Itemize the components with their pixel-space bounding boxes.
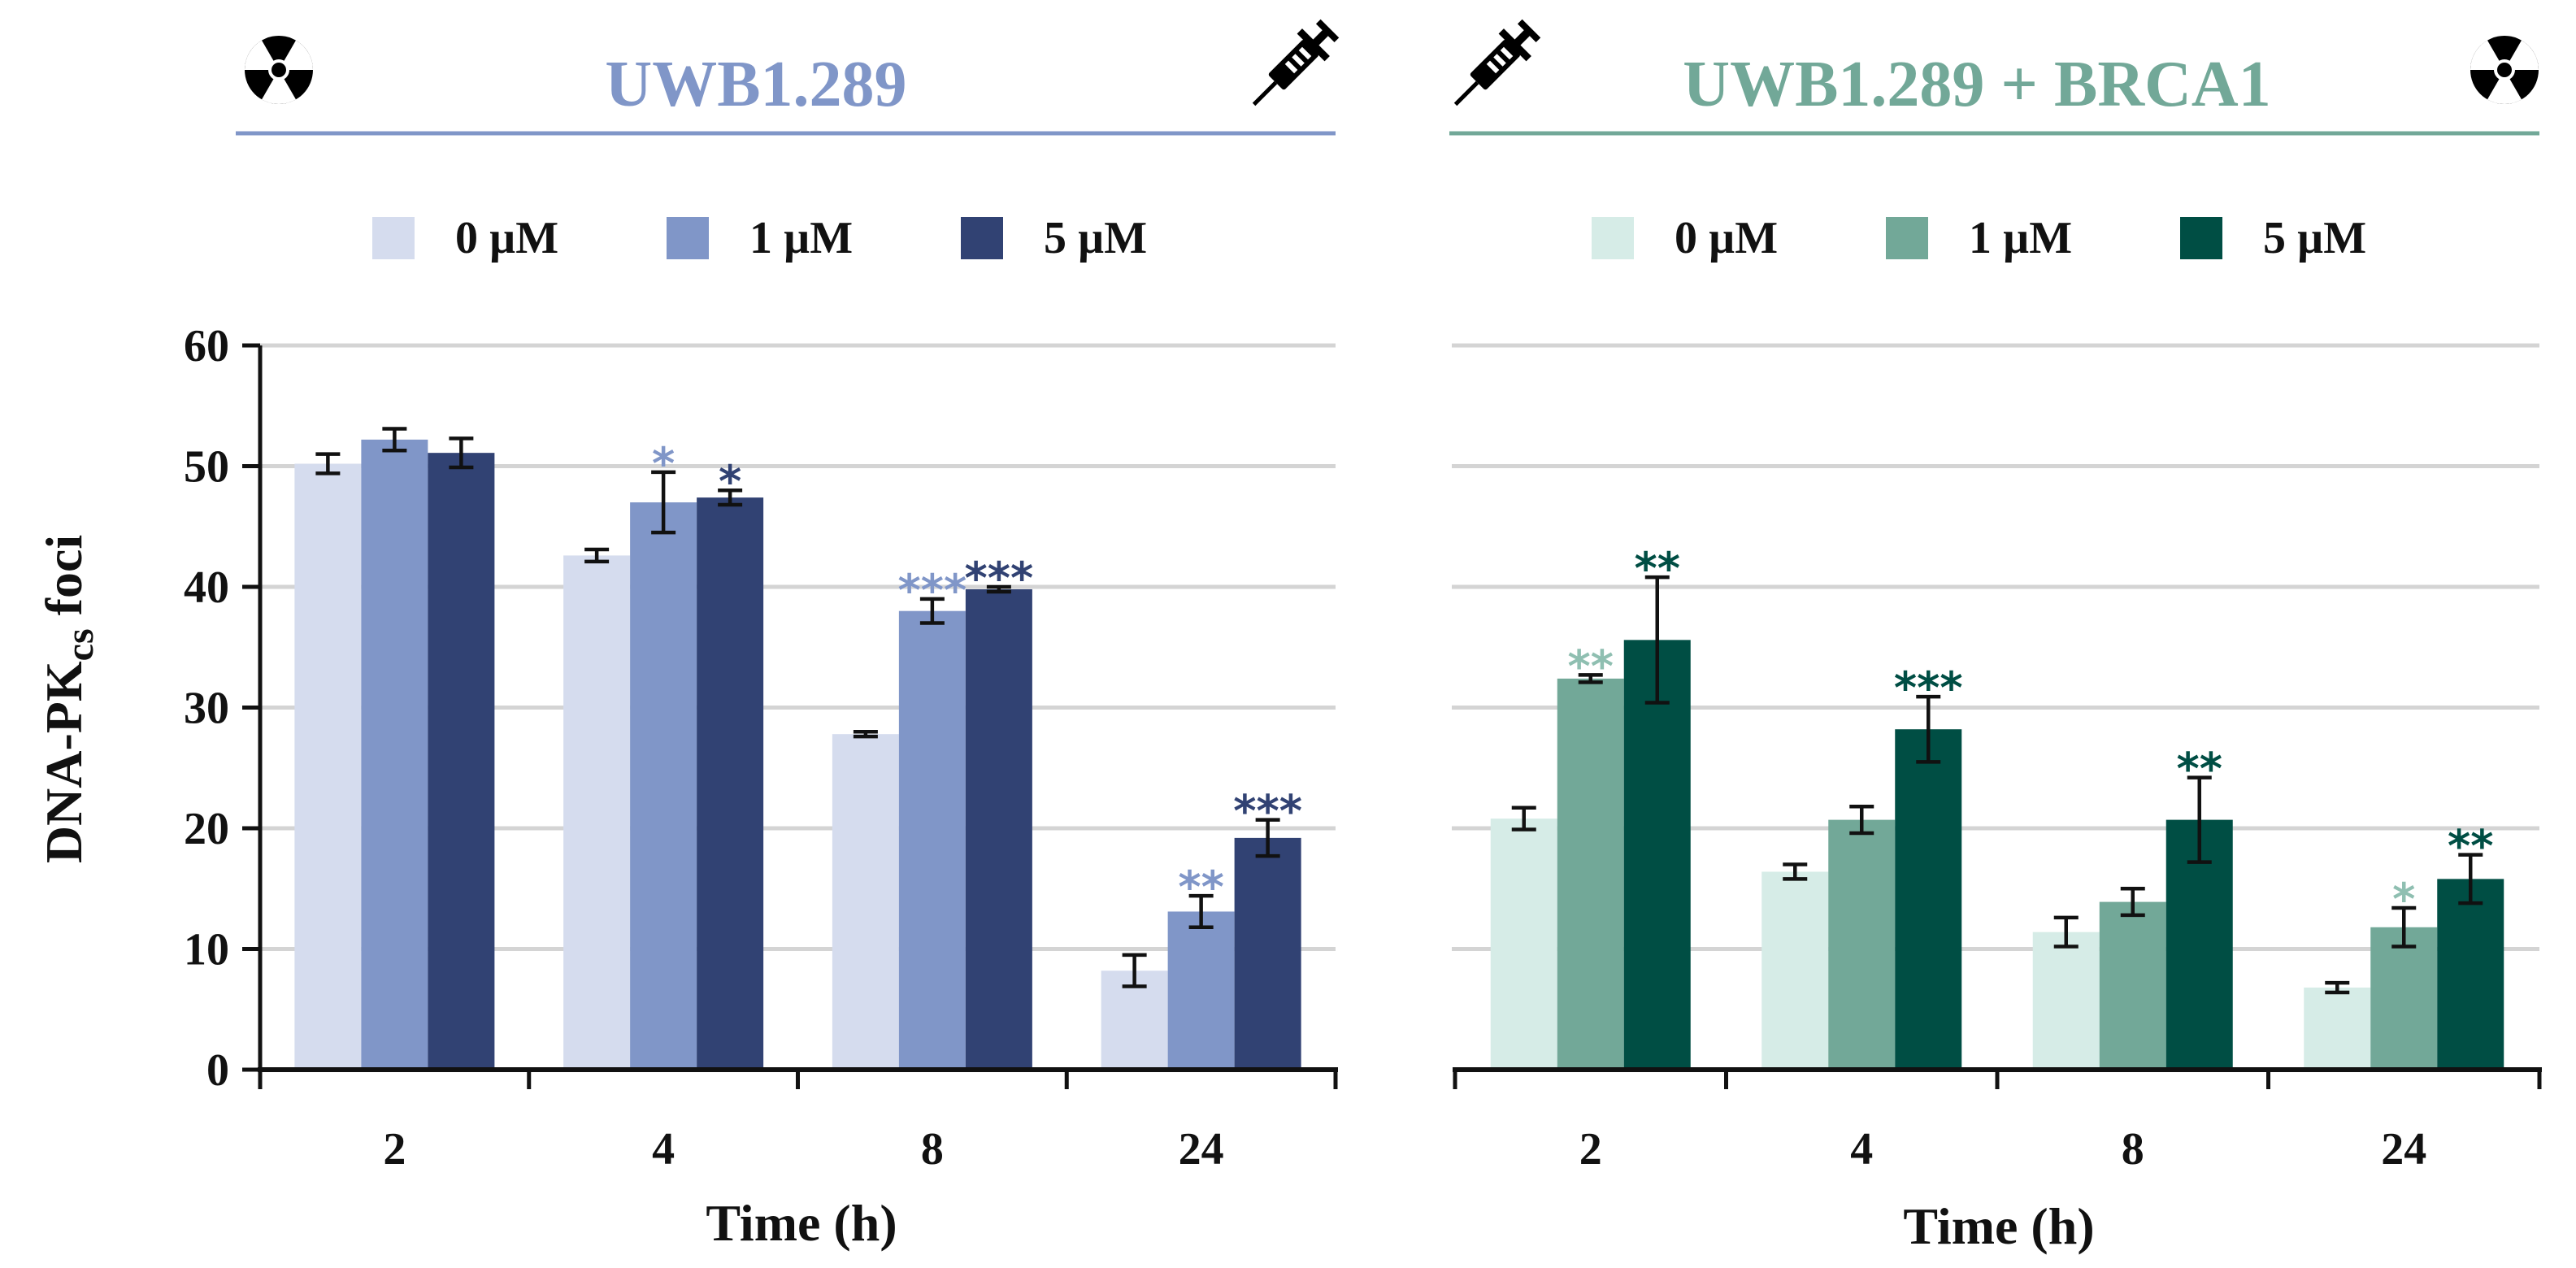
bar (630, 502, 697, 1070)
y-tick-label: 30 (184, 684, 229, 734)
syringe-icon (1453, 19, 1541, 106)
significance-label: ** (2448, 821, 2493, 872)
legend-label: 1 µM (749, 213, 853, 263)
significance-label: * (2392, 874, 2415, 925)
bar (1761, 871, 1829, 1070)
x-tick-label: 8 (921, 1124, 944, 1175)
significance-label: ** (1568, 641, 1614, 692)
x-tick-label: 2 (383, 1124, 406, 1175)
radiation-icon (2470, 36, 2539, 105)
panel-uwb1289-brca1: UWB1.289 + BRCA1 0 µM 1 µM 5 µM ****2***4*… (1449, 19, 2542, 1255)
bar (1828, 819, 1896, 1070)
significance-label: ** (1635, 543, 1680, 594)
y-tick-label: 40 (184, 562, 229, 613)
radiation-icon (245, 36, 313, 105)
bar (2370, 927, 2438, 1070)
legend: 0 µM 1 µM 5 µM (372, 213, 1147, 263)
legend-swatch (667, 217, 709, 259)
bar (898, 610, 966, 1070)
bar (428, 453, 495, 1070)
significance-label: * (652, 438, 675, 489)
x-tick-label: 8 (2122, 1124, 2144, 1175)
legend-label: 0 µM (1675, 213, 1778, 263)
significance-label: * (719, 456, 741, 507)
bar (361, 439, 428, 1070)
y-tick-label: 20 (184, 804, 229, 854)
plot-area: ****2***4**8***24 (1452, 343, 2542, 1175)
legend-swatch (1886, 217, 1928, 259)
significance-label: ** (2177, 744, 2222, 795)
y-axis-label-main: DNA-PK (35, 661, 93, 863)
legend-label: 0 µM (455, 213, 558, 263)
legend-swatch (1592, 217, 1634, 259)
legend-label: 5 µM (2263, 213, 2366, 263)
bar (1623, 640, 1691, 1070)
x-tick-label: 4 (652, 1124, 675, 1175)
panel-1-title: UWB1.289 (605, 49, 906, 120)
bar (1234, 837, 1301, 1070)
bar (832, 734, 899, 1070)
legend-label: 5 µM (1044, 213, 1147, 263)
bar (2032, 931, 2100, 1070)
bar (2099, 901, 2166, 1070)
bar (2437, 879, 2504, 1070)
significance-label: *** (1233, 786, 1302, 837)
x-tick-label: 2 (1579, 1124, 1602, 1175)
y-axis-label: DNA-PKcs foci (35, 535, 102, 863)
y-tick-label: 50 (184, 442, 229, 493)
x-axis-label: Time (h) (1903, 1197, 2094, 1255)
panel-2-title: UWB1.289 + BRCA1 (1683, 49, 2270, 120)
y-axis-label-tail: foci (35, 535, 93, 629)
significance-label: ** (1178, 862, 1223, 913)
legend-label: 1 µM (1969, 213, 2072, 263)
significance-label: *** (1894, 662, 1963, 714)
bar (697, 497, 764, 1070)
y-tick-label: 10 (184, 925, 229, 975)
bar (294, 463, 362, 1070)
bar (563, 555, 631, 1070)
syringe-icon (1252, 19, 1340, 106)
significance-label: *** (898, 565, 967, 616)
legend-swatch (961, 217, 1003, 259)
x-axis-label: Time (h) (706, 1194, 897, 1252)
bar (1557, 678, 1624, 1070)
bar (2304, 988, 2371, 1070)
bar (1167, 911, 1235, 1070)
legend-swatch (372, 217, 415, 259)
x-tick-label: 4 (1850, 1124, 1873, 1175)
legend-swatch (2180, 217, 2222, 259)
bar (965, 588, 1032, 1070)
y-tick-label: 60 (184, 321, 229, 371)
y-tick-label: 0 (206, 1045, 229, 1096)
legend: 0 µM 1 µM 5 µM (1592, 213, 2366, 263)
x-tick-label: 24 (2381, 1124, 2426, 1175)
x-tick-label: 24 (1179, 1124, 1224, 1175)
significance-label: *** (965, 553, 1034, 604)
bar (1490, 819, 1557, 1070)
bar (1895, 729, 1962, 1070)
y-axis-label-sub: cs (59, 628, 102, 661)
